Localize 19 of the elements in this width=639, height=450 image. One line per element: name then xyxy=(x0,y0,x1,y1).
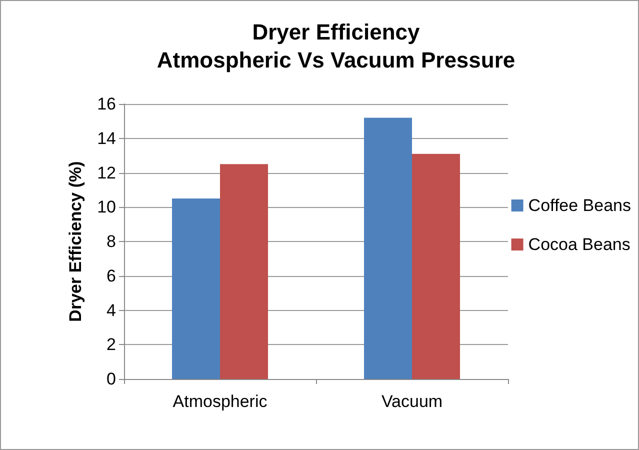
y-tick-label: 8 xyxy=(106,232,116,251)
bar xyxy=(220,164,268,379)
y-tick-label: 4 xyxy=(106,300,116,320)
x-tick-label: Atmospheric xyxy=(172,392,268,411)
legend-label: Coffee Beans xyxy=(528,196,632,215)
y-axis-title: Dryer Efficiency (%) xyxy=(66,161,85,322)
bar xyxy=(364,118,412,379)
y-tick-label: 0 xyxy=(106,370,116,388)
bar xyxy=(172,198,220,379)
y-tick-label: 2 xyxy=(106,335,116,354)
y-tick-label: 16 xyxy=(97,94,116,114)
legend-label: Cocoa Beans xyxy=(528,235,630,254)
y-tick-label: 10 xyxy=(97,198,116,217)
bar xyxy=(412,154,460,379)
y-tick-label: 12 xyxy=(97,163,116,182)
x-tick-label: Vacuum xyxy=(381,392,443,411)
y-tick-label: 6 xyxy=(106,266,116,286)
y-tick-label: 14 xyxy=(97,128,116,148)
chart-title: Dryer Efficiency Atmospheric Vs Vacuum Pressure xyxy=(156,20,516,72)
